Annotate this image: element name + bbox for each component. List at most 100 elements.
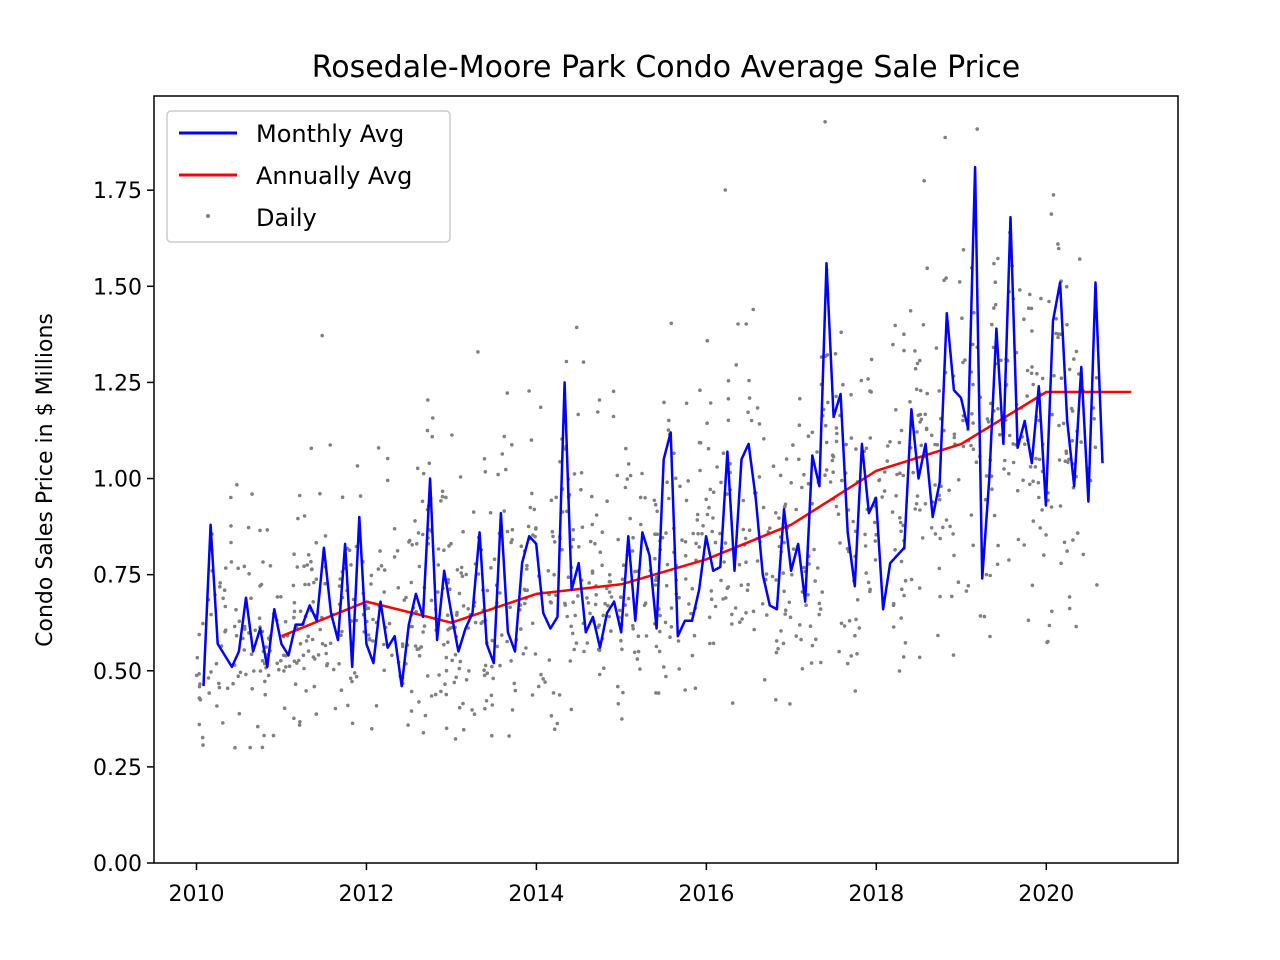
daily-point bbox=[866, 580, 871, 585]
daily-point bbox=[616, 702, 621, 706]
daily-point bbox=[669, 625, 674, 629]
daily-point bbox=[890, 510, 895, 514]
daily-point bbox=[620, 647, 624, 652]
daily-point bbox=[817, 612, 821, 617]
daily-point bbox=[663, 620, 668, 625]
daily-point bbox=[467, 669, 471, 673]
daily-point bbox=[328, 443, 333, 447]
daily-point bbox=[568, 659, 573, 663]
daily-point bbox=[908, 400, 912, 404]
daily-point bbox=[350, 721, 355, 726]
daily-point bbox=[450, 658, 455, 663]
daily-point bbox=[901, 523, 905, 528]
daily-point bbox=[919, 417, 924, 422]
daily-point bbox=[923, 412, 928, 417]
daily-point bbox=[833, 352, 838, 356]
daily-point bbox=[747, 396, 752, 400]
daily-point bbox=[830, 453, 835, 458]
daily-point bbox=[225, 686, 230, 691]
daily-point bbox=[918, 388, 923, 393]
daily-point bbox=[500, 633, 504, 637]
daily-point bbox=[690, 653, 695, 658]
daily-point bbox=[370, 727, 374, 731]
daily-point bbox=[1070, 439, 1075, 443]
daily-point bbox=[741, 527, 746, 532]
daily-point bbox=[461, 604, 466, 608]
daily-point bbox=[318, 491, 322, 496]
daily-point bbox=[937, 389, 941, 393]
daily-point bbox=[312, 684, 317, 689]
daily-point bbox=[901, 655, 906, 659]
daily-point bbox=[197, 722, 202, 727]
daily-point bbox=[526, 524, 531, 529]
daily-point bbox=[523, 601, 527, 606]
daily-point bbox=[307, 582, 311, 587]
daily-point bbox=[854, 617, 858, 622]
daily-point bbox=[933, 442, 937, 447]
daily-point bbox=[495, 644, 500, 649]
daily-point bbox=[1040, 508, 1044, 512]
legend-monthly-label: Monthly Avg bbox=[256, 120, 404, 148]
daily-point bbox=[969, 443, 973, 448]
daily-point bbox=[721, 597, 725, 601]
daily-point bbox=[782, 589, 786, 594]
daily-point bbox=[275, 661, 280, 666]
daily-point bbox=[350, 679, 354, 684]
daily-point bbox=[301, 653, 306, 658]
daily-point bbox=[755, 406, 760, 410]
daily-point bbox=[774, 639, 779, 643]
daily-point bbox=[573, 613, 577, 618]
daily-point bbox=[450, 433, 454, 437]
daily-point bbox=[873, 539, 878, 543]
daily-point bbox=[304, 639, 309, 643]
daily-point bbox=[413, 519, 417, 523]
daily-point bbox=[986, 420, 991, 424]
daily-point bbox=[633, 569, 637, 574]
daily-point bbox=[816, 566, 820, 570]
daily-point bbox=[868, 589, 872, 594]
daily-point bbox=[382, 642, 386, 647]
daily-point bbox=[218, 584, 222, 589]
daily-point bbox=[458, 475, 463, 479]
daily-point bbox=[1034, 456, 1038, 461]
daily-point bbox=[698, 388, 702, 393]
daily-point bbox=[745, 588, 750, 592]
daily-point bbox=[868, 389, 872, 393]
daily-point bbox=[371, 617, 375, 622]
daily-point bbox=[937, 497, 942, 502]
daily-point bbox=[841, 382, 845, 387]
daily-point bbox=[1077, 257, 1082, 261]
daily-point bbox=[690, 586, 695, 591]
daily-point bbox=[197, 672, 201, 676]
daily-point bbox=[354, 674, 359, 679]
daily-point bbox=[457, 705, 462, 710]
daily-point bbox=[722, 560, 726, 564]
daily-point bbox=[552, 727, 557, 731]
y-tick-label: 0.50 bbox=[93, 660, 142, 685]
daily-point bbox=[817, 601, 822, 606]
daily-point bbox=[352, 671, 357, 675]
daily-point bbox=[392, 555, 397, 559]
daily-point bbox=[490, 733, 494, 738]
daily-point bbox=[683, 688, 687, 692]
daily-point bbox=[996, 256, 1000, 261]
daily-point bbox=[705, 512, 710, 517]
daily-point bbox=[734, 363, 738, 367]
daily-point bbox=[369, 582, 373, 586]
daily-point bbox=[417, 700, 421, 704]
daily-point bbox=[1022, 543, 1026, 547]
daily-point bbox=[320, 333, 325, 338]
daily-point bbox=[880, 495, 884, 499]
daily-point bbox=[248, 745, 252, 750]
daily-point bbox=[402, 598, 407, 602]
daily-point bbox=[644, 634, 649, 638]
daily-point bbox=[774, 511, 778, 515]
daily-point bbox=[453, 737, 458, 741]
daily-point bbox=[594, 593, 598, 597]
daily-point bbox=[229, 560, 234, 564]
daily-point bbox=[957, 280, 962, 284]
daily-point bbox=[708, 641, 712, 646]
daily-point bbox=[209, 670, 213, 674]
daily-point bbox=[1067, 367, 1072, 372]
daily-point bbox=[695, 512, 700, 517]
